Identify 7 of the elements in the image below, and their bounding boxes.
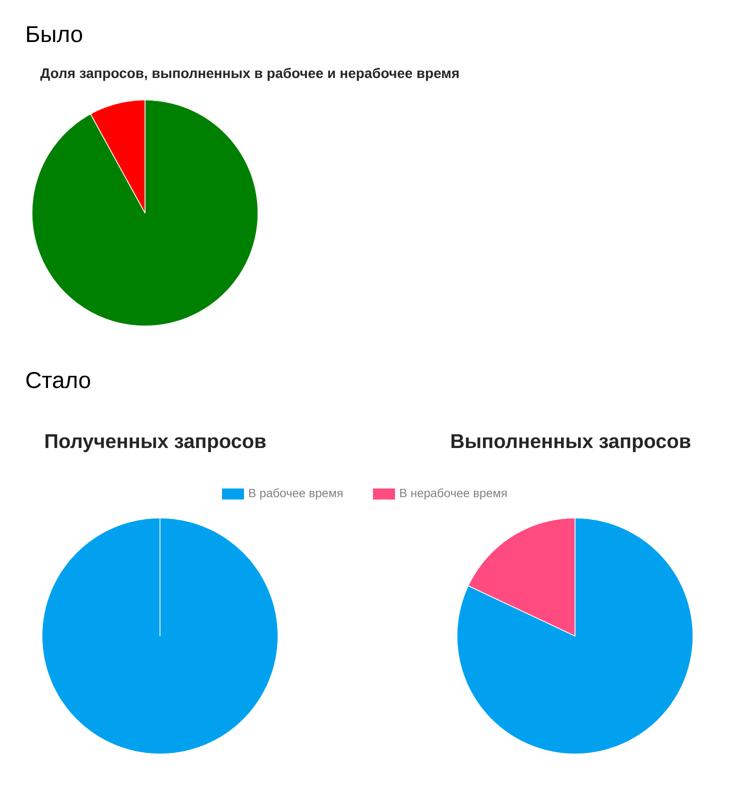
legend-label: В рабочее время bbox=[249, 488, 342, 500]
text: Было bbox=[27, 26, 82, 42]
text: Стало bbox=[26, 372, 90, 388]
chart-title: Полученных запросов bbox=[46, 434, 266, 452]
chart-title: Выполненных запросов bbox=[452, 434, 690, 452]
legend-label: В нерабочее время bbox=[400, 488, 507, 500]
chart-title: Доля запросов, выполненных в рабочее и нерабочее время bbox=[40, 68, 459, 81]
